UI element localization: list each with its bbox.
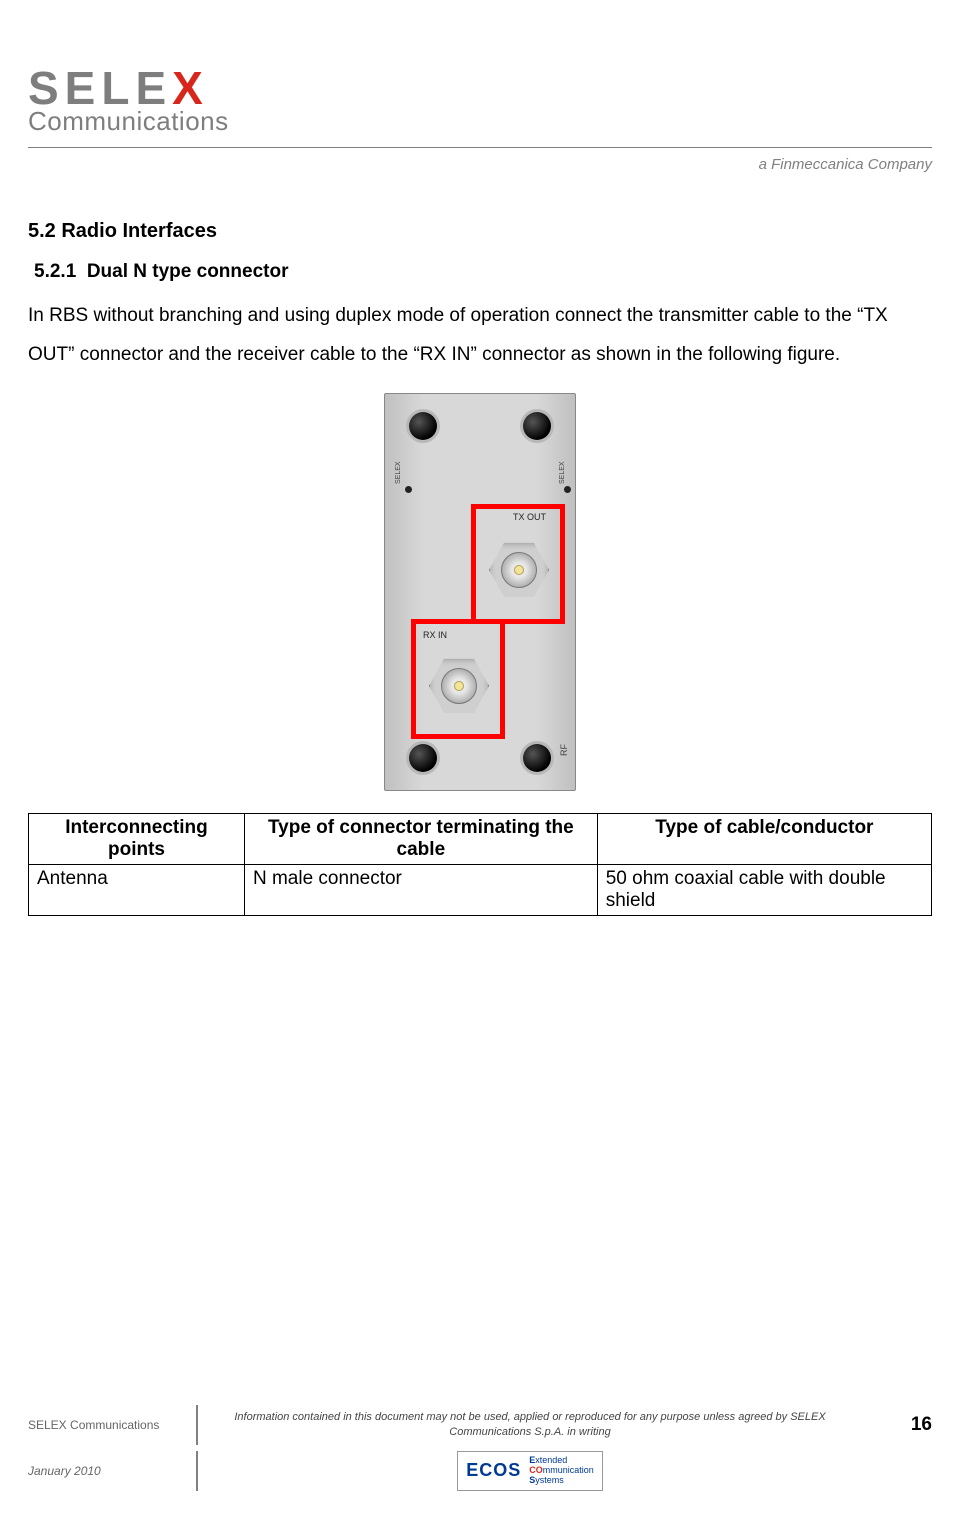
connector-panel: SELEX SELEX TX OUT RX IN RF	[384, 393, 576, 791]
brand-main: SELEX	[28, 69, 229, 108]
screw-icon	[523, 412, 551, 440]
ecos-expansion: Extended COmmunication Systems	[529, 1456, 594, 1486]
col-header-0: Interconnecting points	[29, 813, 245, 864]
screw-icon	[409, 744, 437, 772]
page-footer: SELEX Communications Information contain…	[28, 1405, 932, 1491]
screw-icon	[409, 412, 437, 440]
subsection-num: 5.2.1	[34, 261, 76, 282]
footer-notice: Information contained in this document m…	[208, 1406, 852, 1444]
ecos-logo-text: ECOS	[466, 1460, 521, 1481]
table-row: Antenna N male connector 50 ohm coaxial …	[29, 864, 932, 915]
led-icon	[564, 486, 571, 493]
brand-logo: SELEX Communications	[28, 69, 229, 147]
body-paragraph: In RBS without branching and using duple…	[28, 297, 932, 375]
screw-icon	[523, 744, 551, 772]
tx-connector-icon	[489, 540, 549, 600]
tagline: a Finmeccanica Company	[759, 156, 932, 173]
cell: 50 ohm coaxial cable with double shield	[597, 864, 931, 915]
figure: SELEX SELEX TX OUT RX IN RF	[28, 393, 932, 791]
footer-date: January 2010	[28, 1451, 198, 1491]
cell: Antenna	[29, 864, 245, 915]
footer-org: SELEX Communications	[28, 1405, 198, 1445]
panel-side-brand-right: SELEX	[559, 461, 566, 484]
col-header-2: Type of cable/conductor	[597, 813, 931, 864]
ecos-badge: ECOS Extended COmmunication Systems	[198, 1451, 862, 1491]
subsection-heading: 5.2.1 Dual N type connector	[28, 261, 932, 283]
table-header-row: Interconnecting points Type of connector…	[29, 813, 932, 864]
rx-in-label: RX IN	[423, 630, 447, 640]
col-header-1: Type of connector terminating the cable	[244, 813, 597, 864]
rf-label: RF	[559, 744, 569, 756]
tx-out-label: TX OUT	[513, 512, 546, 522]
page-content: 5.2 Radio Interfaces 5.2.1 Dual N type c…	[28, 148, 932, 916]
page-number: 16	[862, 1414, 932, 1436]
page-header: SELEX Communications a Finmeccanica Comp…	[28, 18, 932, 148]
section-heading: 5.2 Radio Interfaces	[28, 220, 932, 243]
subsection-title: Dual N type connector	[87, 261, 289, 282]
rx-connector-icon	[429, 656, 489, 716]
cell: N male connector	[244, 864, 597, 915]
panel-side-brand-left: SELEX	[395, 461, 402, 484]
spec-table: Interconnecting points Type of connector…	[28, 813, 932, 916]
brand-sub: Communications	[28, 106, 229, 137]
led-icon	[405, 486, 412, 493]
